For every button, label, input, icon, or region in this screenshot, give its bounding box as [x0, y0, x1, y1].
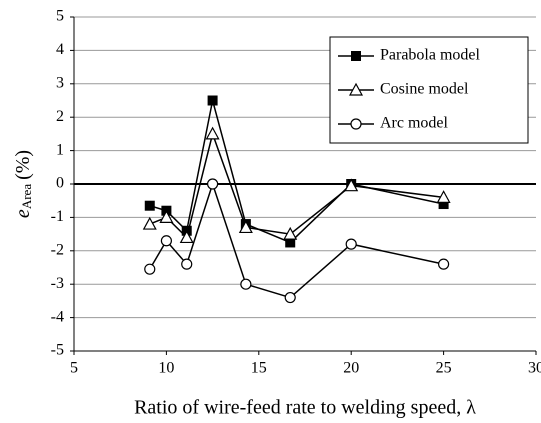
marker	[205, 126, 220, 140]
x-tick-label: 20	[343, 360, 359, 377]
x-tick-label: 15	[251, 360, 267, 377]
y-tick-label: 0	[56, 175, 64, 192]
x-tick-label: 25	[436, 360, 452, 377]
marker	[240, 278, 252, 290]
marker	[350, 118, 362, 130]
y-tick-label: -3	[51, 275, 64, 292]
marker	[283, 226, 298, 240]
marker	[179, 230, 194, 244]
marker	[142, 216, 157, 230]
y-tick-label: 1	[56, 141, 64, 158]
x-tick-label: 10	[158, 360, 174, 377]
marker	[345, 238, 357, 250]
marker	[284, 291, 296, 304]
series-line	[149, 181, 444, 299]
y-tick-label: -5	[51, 342, 64, 359]
legend-label: Cosine model	[380, 81, 469, 98]
legend-label: Arc model	[380, 115, 449, 132]
x-tick-label: 30	[528, 360, 541, 377]
y-tick-label: -1	[51, 208, 64, 225]
marker	[144, 200, 155, 211]
x-axis-title: Ratio of wire-feed rate to welding speed…	[134, 397, 476, 419]
y-tick-label: -2	[51, 241, 64, 258]
marker	[238, 220, 253, 234]
marker	[344, 178, 359, 192]
marker	[351, 51, 361, 61]
y-axis-title-main: e	[12, 209, 34, 218]
marker	[207, 178, 219, 190]
marker	[348, 82, 364, 96]
marker	[144, 263, 156, 275]
y-axis-title: eArea (%)	[12, 150, 34, 218]
marker	[207, 95, 218, 106]
marker	[438, 258, 450, 270]
y-tick-label: 2	[56, 108, 64, 125]
marker	[285, 237, 296, 248]
marker	[436, 190, 451, 203]
y-axis-title-unit: (%)	[12, 150, 34, 180]
marker	[159, 210, 174, 223]
marker	[438, 199, 449, 210]
y-tick-label: -4	[51, 308, 64, 325]
series-line	[149, 131, 444, 239]
marker	[181, 258, 193, 270]
y-tick-label: 5	[56, 8, 64, 25]
marker	[160, 235, 172, 247]
legend-label: Parabola model	[380, 47, 481, 64]
x-tick-label: 5	[70, 360, 78, 377]
y-tick-label: 3	[56, 74, 64, 91]
y-axis-title-sub: Area	[19, 184, 34, 209]
y-tick-label: 4	[56, 41, 64, 58]
